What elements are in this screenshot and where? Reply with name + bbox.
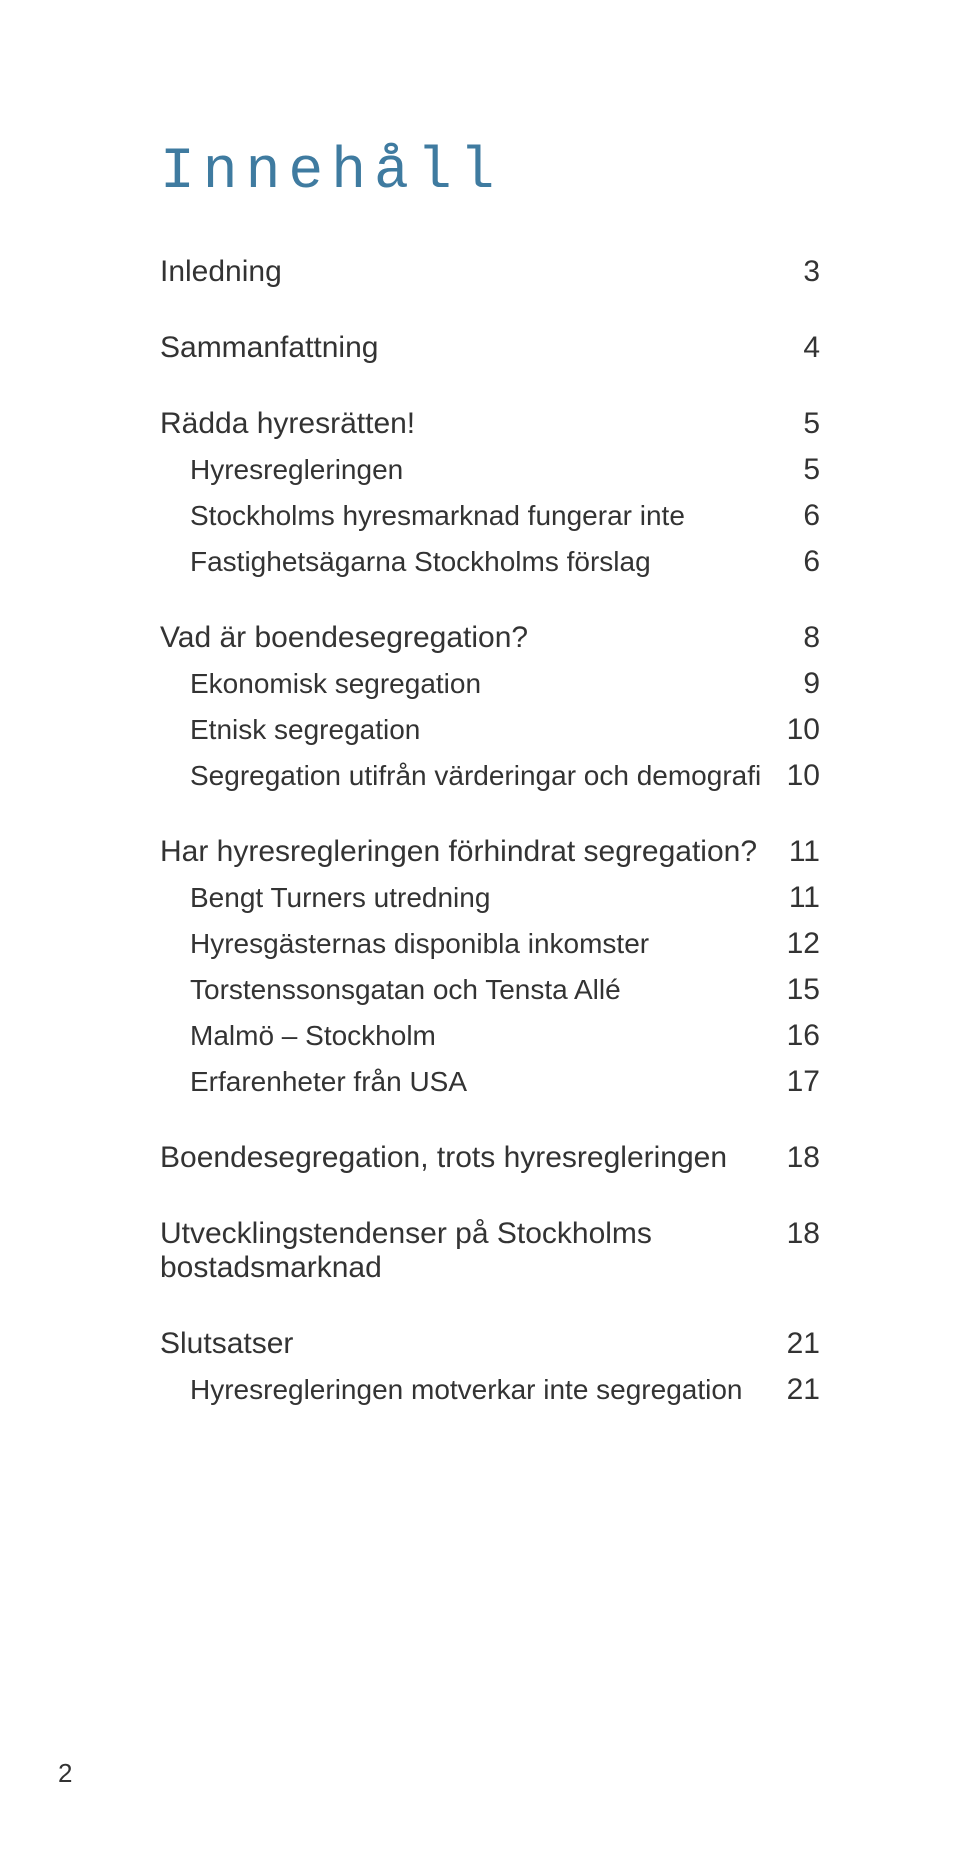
toc-row: Inledning3 bbox=[160, 255, 820, 289]
toc-row: Sammanfattning4 bbox=[160, 331, 820, 365]
toc-sub-label: Stockholms hyresmarknad fungerar inte bbox=[160, 500, 770, 532]
toc-row: Boendesegregation, trots hyresregleringe… bbox=[160, 1141, 820, 1175]
toc-page-number: 11 bbox=[770, 881, 820, 915]
toc-row: Fastighetsägarna Stockholms förslag6 bbox=[160, 545, 820, 579]
toc-list: Inledning3 Sammanfattning4 Rädda hyresrätt… bbox=[160, 255, 820, 1407]
toc-sub-label: Torstenssonsgatan och Tensta Allé bbox=[160, 974, 770, 1006]
toc-page-number: 21 bbox=[770, 1327, 820, 1361]
toc-page-number: 11 bbox=[770, 835, 820, 869]
toc-row: Torstenssonsgatan och Tensta Allé15 bbox=[160, 973, 820, 1007]
toc-page-number: 16 bbox=[770, 1019, 820, 1053]
toc-page-number: 10 bbox=[770, 759, 820, 793]
toc-row: Bengt Turners utredning11 bbox=[160, 881, 820, 915]
toc-row: Stockholms hyresmarknad fungerar inte6 bbox=[160, 499, 820, 533]
toc-sub-label: Bengt Turners utredning bbox=[160, 882, 770, 914]
page-container: Innehåll Inledning3 Sammanfattning4 Rädda … bbox=[0, 0, 960, 1849]
toc-page-number: 5 bbox=[770, 453, 820, 487]
toc-page-number: 5 bbox=[770, 407, 820, 441]
toc-page-number: 8 bbox=[770, 621, 820, 655]
toc-section-label: Vad är boendesegregation? bbox=[160, 621, 770, 655]
toc-section-label: Sammanfattning bbox=[160, 331, 770, 365]
toc-sub-label: Fastighetsägarna Stockholms förslag bbox=[160, 546, 770, 578]
toc-row: Utvecklingstendenser på Stockholms bosta… bbox=[160, 1217, 820, 1285]
toc-section-label: Inledning bbox=[160, 255, 770, 289]
toc-section-label: Slutsatser bbox=[160, 1327, 770, 1361]
footer-page-number: 2 bbox=[58, 1758, 72, 1789]
toc-row: Hyresgästernas disponibla inkomster12 bbox=[160, 927, 820, 961]
toc-sub-label: Segregation utifrån värderingar och demo… bbox=[160, 760, 770, 792]
toc-page-number: 18 bbox=[770, 1217, 820, 1251]
toc-row: Vad är boendesegregation?8 bbox=[160, 621, 820, 655]
toc-page-number: 6 bbox=[770, 499, 820, 533]
toc-section-label: Utvecklingstendenser på Stockholms bosta… bbox=[160, 1217, 770, 1285]
toc-row: Etnisk segregation10 bbox=[160, 713, 820, 747]
toc-sub-label: Hyresgästernas disponibla inkomster bbox=[160, 928, 770, 960]
toc-page-number: 21 bbox=[770, 1373, 820, 1407]
toc-row: Rädda hyresrätten!5 bbox=[160, 407, 820, 441]
toc-row: Erfarenheter från USA17 bbox=[160, 1065, 820, 1099]
toc-section-label: Har hyresregleringen förhindrat segregat… bbox=[160, 835, 770, 869]
toc-row: Slutsatser21 bbox=[160, 1327, 820, 1361]
toc-row: Segregation utifrån värderingar och demo… bbox=[160, 759, 820, 793]
toc-row: Har hyresregleringen förhindrat segregat… bbox=[160, 835, 820, 869]
toc-sub-label: Erfarenheter från USA bbox=[160, 1066, 770, 1098]
toc-section-label: Boendesegregation, trots hyresregleringe… bbox=[160, 1141, 770, 1175]
toc-page-number: 3 bbox=[770, 255, 820, 289]
toc-page-number: 6 bbox=[770, 545, 820, 579]
toc-page-number: 17 bbox=[770, 1065, 820, 1099]
toc-page-number: 10 bbox=[770, 713, 820, 747]
toc-sub-label: Hyresregleringen motverkar inte segregat… bbox=[160, 1374, 770, 1406]
toc-row: Hyresregleringen motverkar inte segregat… bbox=[160, 1373, 820, 1407]
toc-page-number: 4 bbox=[770, 331, 820, 365]
toc-sub-label: Hyresregleringen bbox=[160, 454, 770, 486]
toc-row: Malmö – Stockholm16 bbox=[160, 1019, 820, 1053]
toc-sub-label: Etnisk segregation bbox=[160, 714, 770, 746]
toc-page-number: 12 bbox=[770, 927, 820, 961]
toc-page-number: 15 bbox=[770, 973, 820, 1007]
toc-title: Innehåll bbox=[160, 140, 820, 205]
toc-row: Ekonomisk segregation9 bbox=[160, 667, 820, 701]
toc-page-number: 9 bbox=[770, 667, 820, 701]
toc-page-number: 18 bbox=[770, 1141, 820, 1175]
toc-section-label: Rädda hyresrätten! bbox=[160, 407, 770, 441]
toc-sub-label: Malmö – Stockholm bbox=[160, 1020, 770, 1052]
toc-row: Hyresregleringen5 bbox=[160, 453, 820, 487]
toc-sub-label: Ekonomisk segregation bbox=[160, 668, 770, 700]
